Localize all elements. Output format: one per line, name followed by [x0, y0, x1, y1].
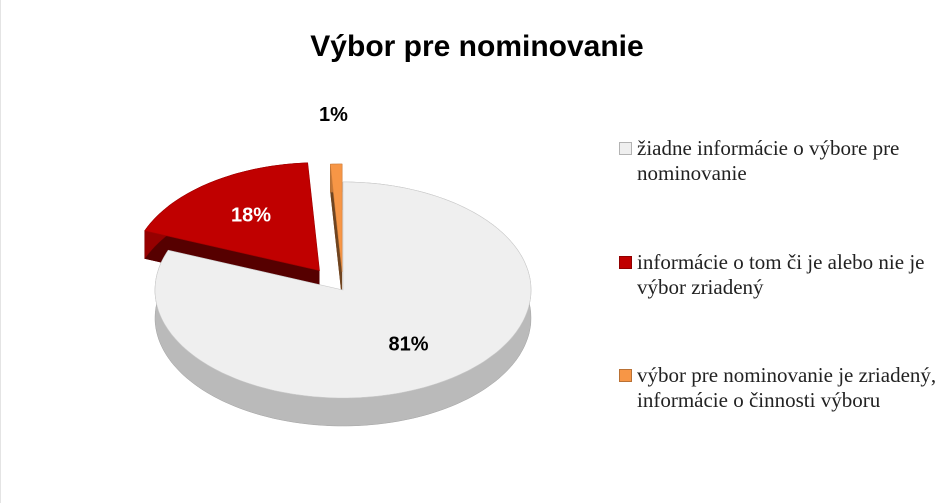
legend-swatch [619, 142, 632, 155]
legend-label: žiadne informácie o výbore pre nominovan… [637, 136, 900, 185]
data-label: 1% [319, 104, 348, 126]
slice-top [154, 181, 532, 399]
legend-entry: žiadne informácie o výbore pre nominovan… [619, 136, 949, 186]
legend-swatch [619, 369, 632, 382]
legend-entry: výbor pre nominovanie je zriadený, infor… [619, 363, 949, 413]
data-label: 81% [389, 334, 429, 356]
legend-label: informácie o tom či je alebo nie je výbo… [637, 250, 925, 299]
slice-wall [330, 164, 343, 300]
legend-label: výbor pre nominovanie je zriadený, infor… [637, 363, 937, 412]
slice-top [329, 163, 343, 273]
legend-swatch [619, 256, 632, 269]
chart-title: Výbor pre nominovanie [310, 30, 643, 63]
data-label: 18% [231, 205, 271, 227]
legend-entry: informácie o tom či je alebo nie je výbo… [619, 250, 949, 300]
slice-top [144, 162, 320, 271]
